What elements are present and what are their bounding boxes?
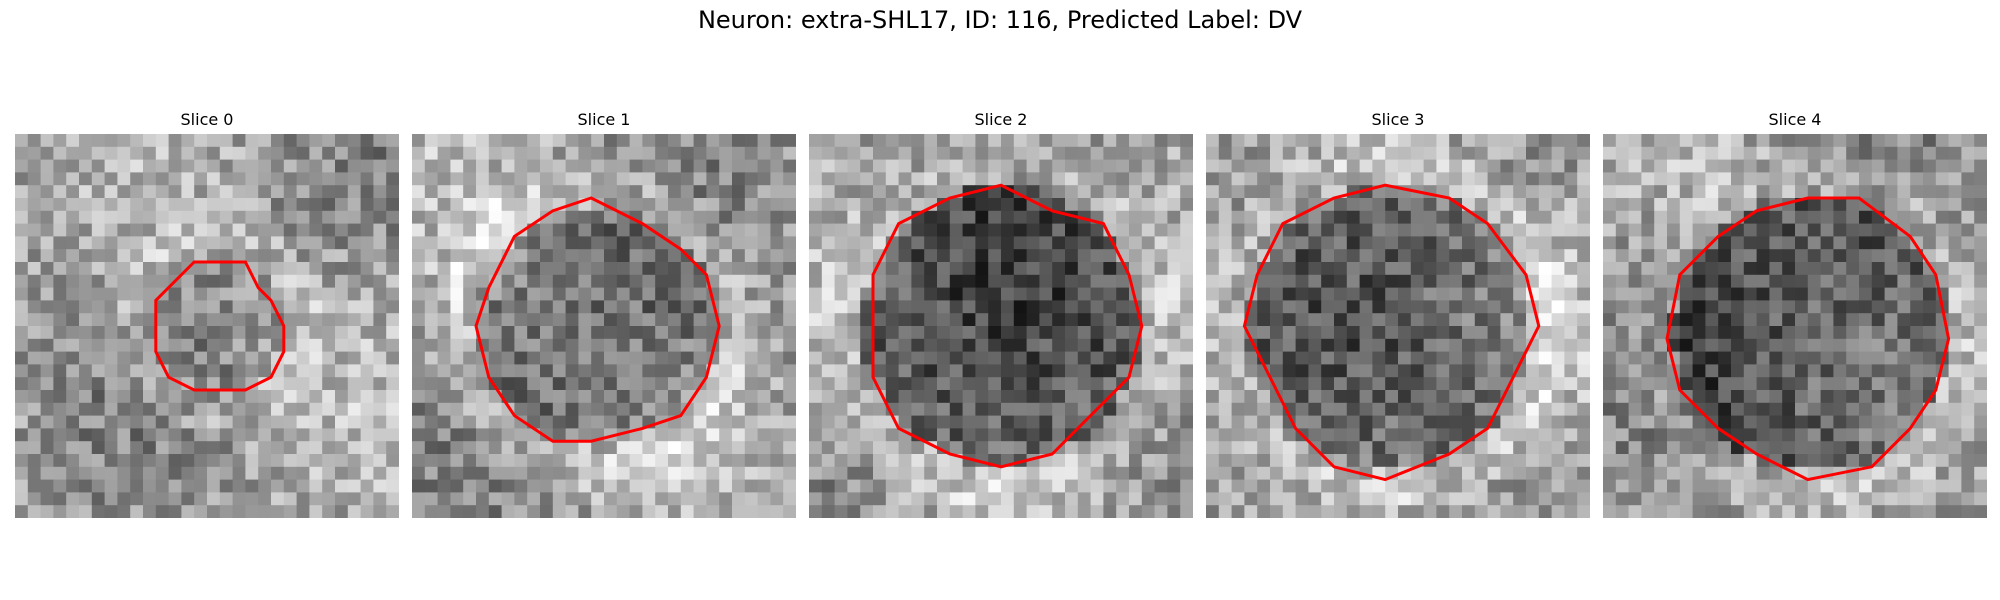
slice-image-0 [15, 134, 399, 518]
contour-outline-0 [154, 260, 286, 392]
contour-outline-2 [871, 183, 1144, 469]
slice-panel-2: Slice 2 [809, 110, 1193, 518]
slice-image-3 [1206, 134, 1590, 518]
slice-image-1 [412, 134, 796, 518]
contour-outline-4 [1665, 196, 1951, 482]
slice-title-1: Slice 1 [577, 110, 631, 129]
slice-title-2: Slice 2 [974, 110, 1028, 129]
contour-outline-3 [1242, 183, 1541, 482]
slice-title-4: Slice 4 [1768, 110, 1822, 129]
slice-panel-4: Slice 4 [1603, 110, 1987, 518]
slice-panel-1: Slice 1 [412, 110, 796, 518]
contour-outline-1 [474, 196, 721, 443]
slice-panel-3: Slice 3 [1206, 110, 1590, 518]
slice-image-4 [1603, 134, 1987, 518]
slice-title-3: Slice 3 [1371, 110, 1425, 129]
figure-suptitle: Neuron: extra-SHL17, ID: 116, Predicted … [697, 6, 1303, 34]
slice-title-0: Slice 0 [180, 110, 234, 129]
slice-image-2 [809, 134, 1193, 518]
slice-panel-0: Slice 0 [15, 110, 399, 518]
